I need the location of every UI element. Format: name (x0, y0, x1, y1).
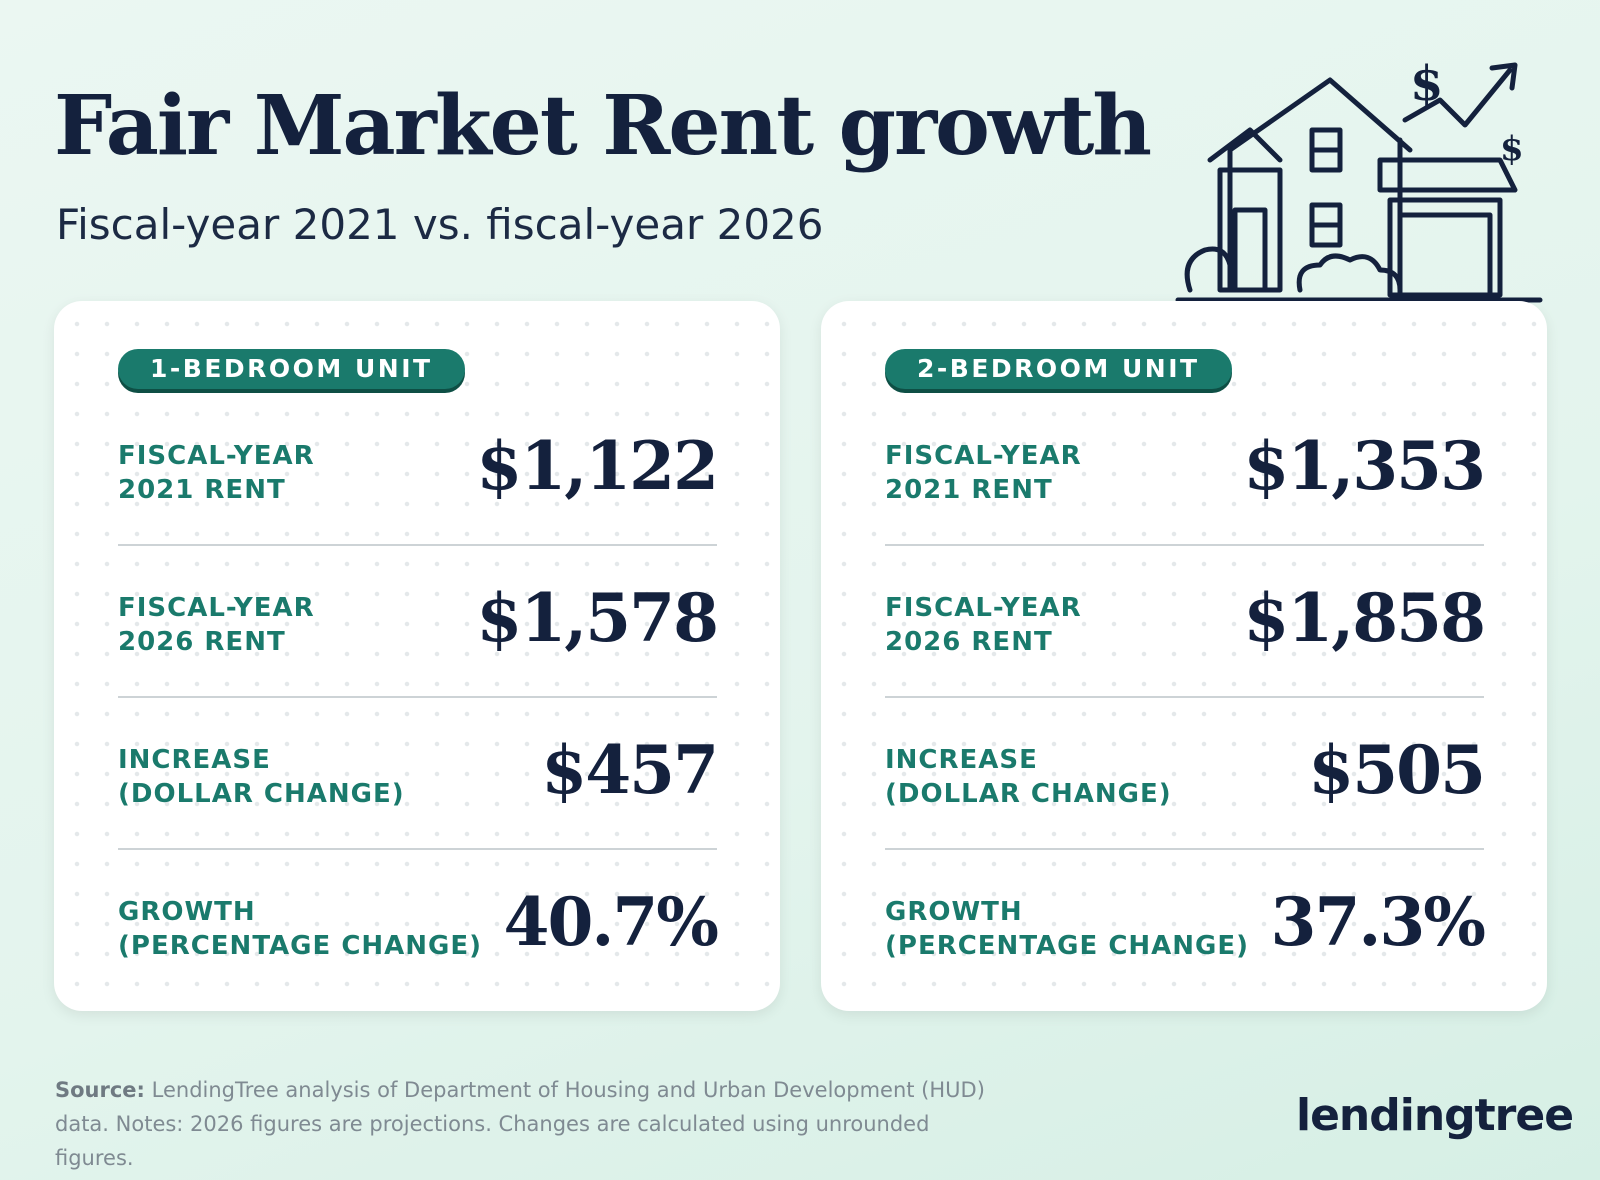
metric-value: $505 (1308, 731, 1486, 809)
metric-row: GROWTH (PERCENTAGE CHANGE) 40.7% (118, 883, 719, 1047)
svg-text:$: $ (1410, 56, 1443, 112)
metric-label-line: FISCAL-YEAR (118, 593, 315, 623)
unit-badge: 2-BEDROOM UNIT (885, 349, 1232, 389)
metric-label-line: FISCAL-YEAR (885, 441, 1082, 471)
source-text: LendingTree analysis of Department of Ho… (55, 1078, 985, 1170)
metric-label-line: (DOLLAR CHANGE) (118, 779, 405, 809)
metric-label: INCREASE (DOLLAR CHANGE) (118, 743, 405, 811)
metric-label-line: FISCAL-YEAR (885, 593, 1082, 623)
source-note: Source: LendingTree analysis of Departme… (55, 1073, 995, 1175)
metric-label-line: INCREASE (118, 745, 271, 775)
metric-label: FISCAL-YEAR 2021 RENT (885, 439, 1082, 507)
source-label: Source: (55, 1078, 145, 1102)
logo: lendingtree (1296, 1090, 1574, 1141)
metric-label-line: (PERCENTAGE CHANGE) (885, 931, 1250, 961)
metric-value: $1,578 (476, 579, 719, 657)
metric-label-line: 2021 RENT (118, 475, 286, 505)
metric-row: FISCAL-YEAR 2021 RENT $1,122 (118, 427, 719, 591)
metric-label: GROWTH (PERCENTAGE CHANGE) (885, 895, 1249, 963)
card: 1-BEDROOM UNIT FISCAL-YEAR 2021 RENT $1,122… (54, 301, 780, 1011)
metric-label: FISCAL-YEAR 2021 RENT (118, 439, 315, 507)
metric-label-line: GROWTH (118, 897, 256, 927)
metric-row: FISCAL-YEAR 2026 RENT $1,578 (118, 579, 719, 743)
metric-value: 37.3% (1270, 883, 1486, 961)
metric-label-line: INCREASE (885, 745, 1038, 775)
svg-text:$: $ (1500, 129, 1524, 169)
divider (118, 696, 717, 698)
house-illustration: $ $ (1175, 56, 1543, 303)
divider (118, 544, 717, 546)
metric-label: GROWTH (PERCENTAGE CHANGE) (118, 895, 482, 963)
metric-label: INCREASE (DOLLAR CHANGE) (885, 743, 1172, 811)
metric-label: FISCAL-YEAR 2026 RENT (885, 591, 1082, 659)
divider (885, 696, 1484, 698)
title: Fair Market Rent growth (54, 78, 1152, 174)
metric-row: INCREASE (DOLLAR CHANGE) $457 (118, 731, 719, 895)
metric-label-line: (DOLLAR CHANGE) (885, 779, 1172, 809)
metric-label: FISCAL-YEAR 2026 RENT (118, 591, 315, 659)
divider (118, 848, 717, 850)
metric-row: GROWTH (PERCENTAGE CHANGE) 37.3% (885, 883, 1486, 1047)
metric-label-line: 2021 RENT (885, 475, 1053, 505)
metric-value: 40.7% (503, 883, 719, 961)
metric-value: $1,858 (1243, 579, 1486, 657)
card: 2-BEDROOM UNIT FISCAL-YEAR 2021 RENT $1,353… (821, 301, 1547, 1011)
metric-label-line: 2026 RENT (885, 627, 1053, 657)
divider (885, 848, 1484, 850)
metric-value: $1,122 (476, 427, 719, 505)
metric-label-line: GROWTH (885, 897, 1023, 927)
metric-label-line: 2026 RENT (118, 627, 286, 657)
subtitle: Fiscal-year 2021 vs. fiscal-year 2026 (56, 200, 824, 249)
metric-label-line: (PERCENTAGE CHANGE) (118, 931, 483, 961)
divider (885, 544, 1484, 546)
unit-badge: 1-BEDROOM UNIT (118, 349, 465, 389)
metric-label-line: FISCAL-YEAR (118, 441, 315, 471)
metric-row: FISCAL-YEAR 2026 RENT $1,858 (885, 579, 1486, 743)
metric-value: $457 (541, 731, 719, 809)
metric-value: $1,353 (1243, 427, 1486, 505)
metric-row: INCREASE (DOLLAR CHANGE) $505 (885, 731, 1486, 895)
metric-row: FISCAL-YEAR 2021 RENT $1,353 (885, 427, 1486, 591)
